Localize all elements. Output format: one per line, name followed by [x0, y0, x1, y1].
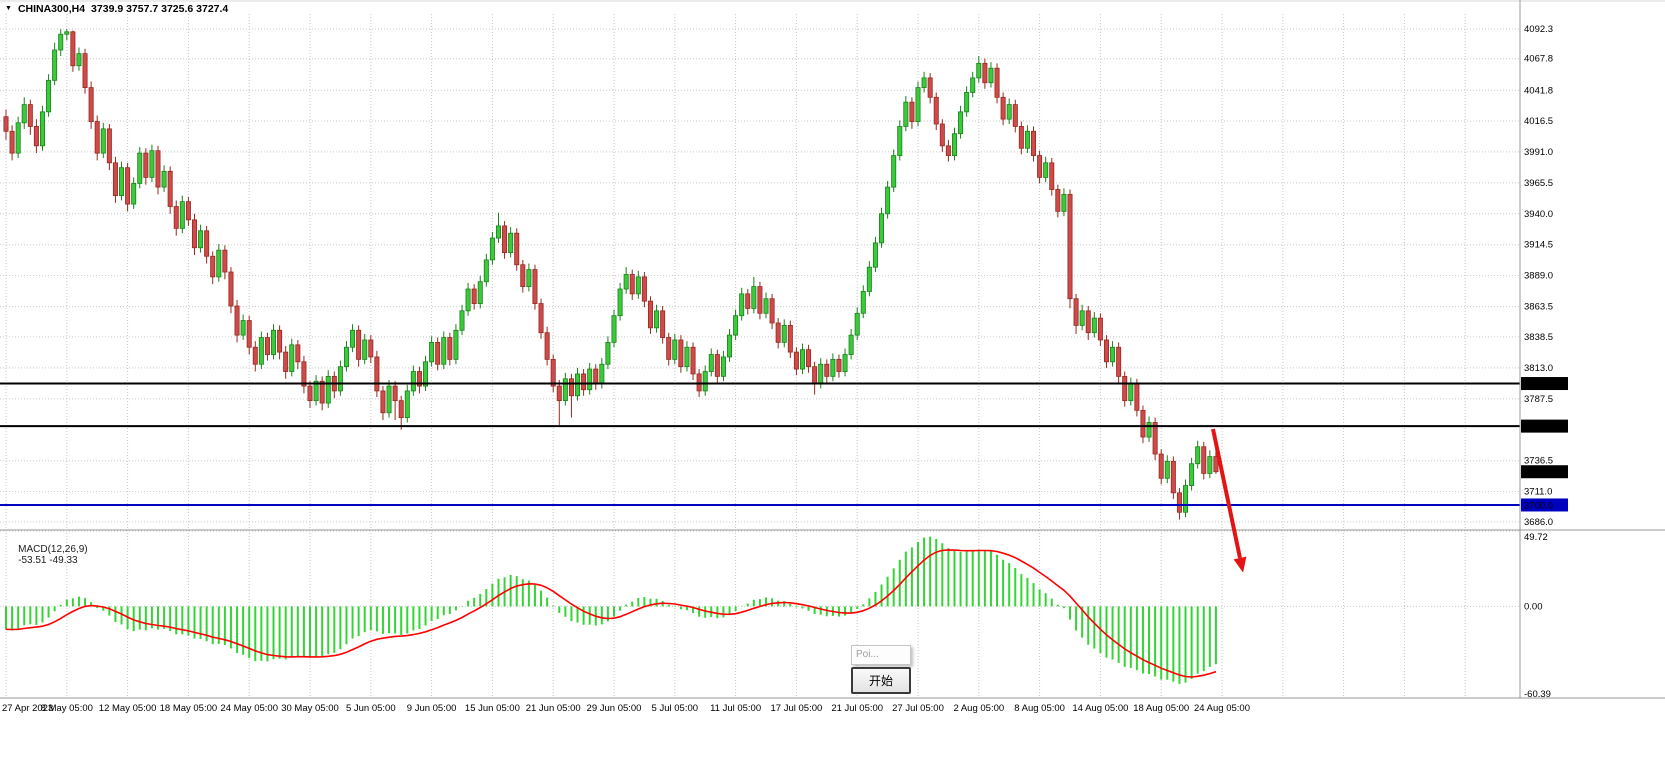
svg-text:3800.1: 3800.1: [1524, 379, 1553, 390]
svg-text:4067.8: 4067.8: [1524, 54, 1553, 65]
svg-text:18 Aug 05:00: 18 Aug 05:00: [1133, 703, 1189, 714]
svg-text:17 Jul 05:00: 17 Jul 05:00: [771, 703, 823, 714]
svg-text:18 May 05:00: 18 May 05:00: [160, 703, 218, 714]
svg-text:4041.8: 4041.8: [1524, 85, 1553, 96]
svg-text:5 Jun 05:00: 5 Jun 05:00: [346, 703, 396, 714]
svg-text:3965.5: 3965.5: [1524, 178, 1553, 189]
svg-text:4016.5: 4016.5: [1524, 116, 1553, 127]
trend-arrow[interactable]: [1211, 428, 1247, 573]
svg-text:21 Jul 05:00: 21 Jul 05:00: [831, 703, 883, 714]
svg-text:3686.0: 3686.0: [1524, 517, 1553, 528]
svg-text:9 Jun 05:00: 9 Jun 05:00: [407, 703, 457, 714]
svg-text:30 May 05:00: 30 May 05:00: [281, 703, 339, 714]
svg-text:3889.0: 3889.0: [1524, 271, 1553, 282]
macd-signal-line: [5, 549, 1217, 678]
svg-text:49.72: 49.72: [1524, 532, 1548, 543]
svg-text:11 Jul 05:00: 11 Jul 05:00: [710, 703, 761, 714]
svg-text:3711.0: 3711.0: [1524, 487, 1552, 498]
svg-text:15 Jun 05:00: 15 Jun 05:00: [465, 703, 520, 714]
svg-text:3940.0: 3940.0: [1524, 209, 1553, 220]
svg-text:3765.0: 3765.0: [1524, 422, 1553, 433]
svg-text:21 Jun 05:00: 21 Jun 05:00: [526, 703, 581, 714]
svg-text:3787.5: 3787.5: [1524, 394, 1553, 405]
svg-text:3863.5: 3863.5: [1524, 302, 1553, 313]
svg-text:0.00: 0.00: [1524, 601, 1543, 612]
svg-text:24 May 05:00: 24 May 05:00: [220, 703, 278, 714]
svg-text:12 May 05:00: 12 May 05:00: [99, 703, 157, 714]
symbol-header: ▼ CHINA300,H4 3739.9 3757.7 3725.6 3727.…: [5, 3, 228, 15]
svg-text:3813.0: 3813.0: [1524, 363, 1553, 374]
pane-separators[interactable]: [0, 0, 1665, 699]
symbol-dropdown-icon[interactable]: ▼: [5, 5, 12, 12]
candlesticks: [3, 29, 1219, 520]
popup-tooltip: Poi...: [851, 645, 911, 665]
svg-text:29 Jun 05:00: 29 Jun 05:00: [587, 703, 642, 714]
start-button[interactable]: 开始: [851, 667, 911, 694]
macd-name: MACD(12,26,9): [18, 544, 88, 555]
ohlc-readout: 3739.9 3757.7 3725.6 3727.4: [91, 3, 229, 15]
script-popup: Poi... 开始: [851, 645, 911, 694]
svg-text:8 May 05:00: 8 May 05:00: [41, 703, 93, 714]
svg-text:3914.5: 3914.5: [1524, 240, 1553, 251]
macd-histogram: [5, 536, 1217, 684]
svg-text:27 Apr 2023: 27 Apr 2023: [2, 703, 53, 714]
svg-text:3991.0: 3991.0: [1524, 147, 1553, 158]
svg-text:3727.4: 3727.4: [1524, 467, 1553, 478]
svg-text:27 Jul 05:00: 27 Jul 05:00: [892, 703, 944, 714]
symbol-title: CHINA300,H4: [17, 3, 86, 15]
svg-text:3838.5: 3838.5: [1524, 332, 1553, 343]
svg-text:2 Aug 05:00: 2 Aug 05:00: [953, 703, 1004, 714]
price-axis: 4092.3 4067.8 4041.8 4016.5 3991.0 3965.5 3940…: [1521, 24, 1568, 700]
svg-text:-60.39: -60.39: [1524, 689, 1551, 700]
svg-text:3700.0: 3700.0: [1524, 500, 1553, 511]
svg-text:8 Aug 05:00: 8 Aug 05:00: [1014, 703, 1065, 714]
horizontal-lines[interactable]: [0, 382, 1520, 506]
gridlines: [0, 14, 1520, 699]
macd-indicator-label: MACD(12,26,9) -53.51 -49.33: [7, 533, 94, 577]
macd-values: -53.51 -49.33: [18, 555, 78, 566]
svg-text:4092.3: 4092.3: [1524, 24, 1553, 35]
svg-text:24 Aug 05:00: 24 Aug 05:00: [1194, 703, 1250, 714]
svg-text:14 Aug 05:00: 14 Aug 05:00: [1072, 703, 1128, 714]
svg-text:3736.5: 3736.5: [1524, 456, 1553, 467]
svg-text:5 Jul 05:00: 5 Jul 05:00: [652, 703, 698, 714]
